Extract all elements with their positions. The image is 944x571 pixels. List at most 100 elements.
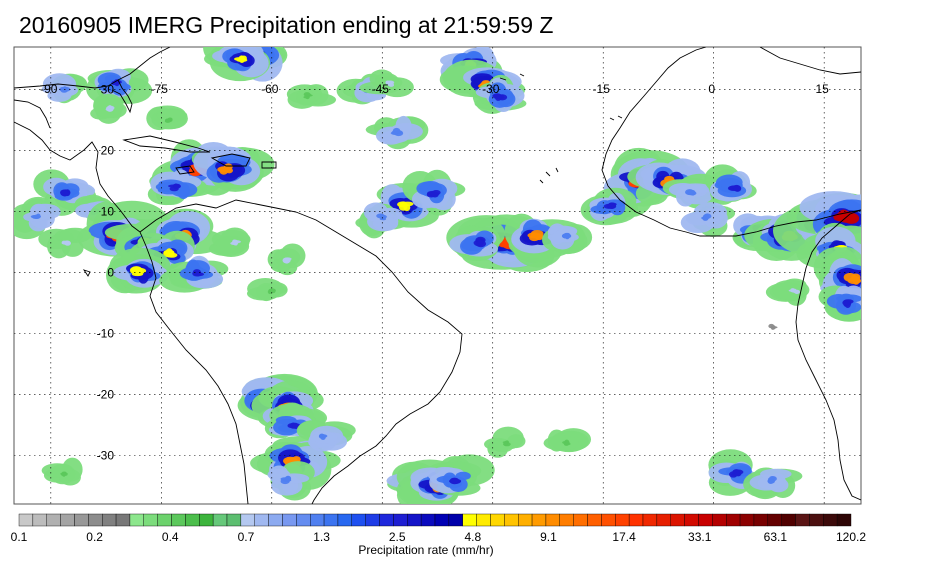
longitude-label: 15 [815, 82, 829, 96]
colorbar-swatch [656, 513, 671, 527]
colorbar-swatch [32, 513, 47, 527]
precip-blob [547, 429, 566, 452]
coastline-mexico-gulf [14, 99, 51, 129]
colorbar-swatch [504, 513, 519, 527]
longitude-label: -75 [151, 82, 169, 96]
precip-blob [282, 257, 291, 262]
precip-cell [33, 169, 97, 216]
precip-blob [790, 288, 796, 293]
colorbar-tick-labels: 0.1 0.2 0.4 0.7 1.3 2.5 4.8 9.1 17.4 33.1 63.1 120.… [11, 530, 867, 544]
precip-blob [156, 109, 188, 122]
colorbar-swatch [448, 513, 463, 527]
precip-blob [65, 240, 71, 245]
colorbar-swatch [809, 513, 824, 527]
precip-cell [90, 93, 127, 124]
colorbar-label: Precipitation rate (mm/hr) [358, 543, 493, 557]
colorbar-swatch [282, 513, 297, 527]
colorbar-swatch [46, 513, 61, 527]
precip-cell [14, 196, 61, 240]
precip-cell [106, 247, 171, 294]
latitude-label: -10 [97, 326, 115, 340]
colorbar-swatch [767, 513, 782, 527]
colorbar-swatch [753, 513, 769, 527]
colorbar-swatch [420, 513, 436, 527]
colorbar-swatch [240, 513, 255, 527]
colorbar-swatch [365, 513, 380, 527]
colorbar-swatch [531, 513, 547, 527]
colorbar-swatch [115, 513, 131, 527]
latitude-label: 0 [107, 265, 114, 279]
longitude-label: -30 [482, 82, 500, 96]
coastline-florida [111, 79, 133, 114]
precip-blob [320, 434, 326, 440]
coastline-africa [795, 209, 861, 501]
precip-blob [731, 472, 742, 477]
precip-blob [733, 185, 742, 192]
precip-blob [565, 232, 571, 238]
colorbar-swatch [351, 513, 366, 527]
longitude-label: -15 [593, 82, 611, 96]
precip-blob [455, 471, 471, 481]
colorbar-tick-label: 0.4 [162, 530, 179, 544]
colorbar-tick-label: 0.7 [238, 530, 255, 544]
colorbar-swatch [254, 513, 269, 527]
colorbar-swatch [157, 513, 172, 527]
precip-cell [286, 84, 337, 109]
precip-blob [285, 475, 291, 481]
precip-blob [686, 190, 693, 195]
precip-blob [36, 213, 41, 219]
latitude-label: 30 [101, 83, 115, 97]
colorbar-swatch [185, 513, 200, 527]
precip-blob [303, 92, 311, 97]
coastline-puerto-rico [261, 161, 277, 169]
colorbar-swatch [615, 513, 630, 527]
precip-blob [430, 192, 440, 197]
precip-blob [768, 477, 774, 481]
precip-blob [379, 214, 385, 219]
colorbar-swatch [781, 513, 796, 527]
precip-cell [427, 454, 495, 496]
colorbar-swatch [739, 513, 755, 527]
colorbar-swatch [393, 513, 408, 527]
coastline-west-africa [601, 47, 861, 237]
precip-cell [743, 467, 803, 500]
precip-cell [146, 105, 188, 131]
precip-blob [233, 241, 238, 246]
precip-cell [365, 115, 429, 150]
precip-blob [495, 94, 502, 101]
colorbar-swatch [628, 513, 644, 527]
colorbar-swatch [323, 513, 339, 527]
coastline-jamaica [175, 165, 195, 175]
colorbar-tick-label: 2.5 [389, 530, 406, 544]
longitude-label: -45 [372, 82, 390, 96]
precip-blob [59, 86, 68, 92]
precip-cell [147, 169, 208, 206]
longitude-labels: -90 -75 -60 -45 -30 -15 0 15 [40, 82, 829, 96]
colorbar-swatch [310, 513, 325, 527]
colorbar-swatch [587, 513, 602, 527]
precip-cell [704, 164, 757, 205]
precip-cell [246, 278, 288, 302]
colorbar-tick-label: 63.1 [764, 530, 788, 544]
coastline-south-america-west [139, 231, 249, 504]
latitude-label: 20 [101, 144, 115, 158]
colorbar-swatch [545, 513, 561, 527]
colorbar-swatch [129, 513, 145, 527]
colorbar-tick-label: 0.2 [86, 530, 103, 544]
precip-cell [203, 47, 271, 82]
precip-cell [449, 217, 506, 261]
colorbar-swatch [698, 513, 713, 527]
colorbar-tick-label: 120.2 [836, 530, 866, 544]
precip-blob [475, 240, 487, 248]
precip-blob [60, 190, 69, 197]
colorbar-tick-label: 1.3 [313, 530, 330, 544]
coastline-galapagos [82, 269, 91, 277]
precip-cell [580, 187, 639, 226]
colorbar-swatch [712, 513, 727, 527]
colorbar-tick-label: 17.4 [612, 530, 636, 544]
colorbar-swatch [296, 513, 311, 527]
precip-blob [256, 283, 277, 302]
latitude-labels: 30 20 10 0 -10 -20 -30 [97, 83, 115, 463]
colorbar-swatch [795, 513, 810, 527]
colorbar-swatch [407, 513, 422, 527]
